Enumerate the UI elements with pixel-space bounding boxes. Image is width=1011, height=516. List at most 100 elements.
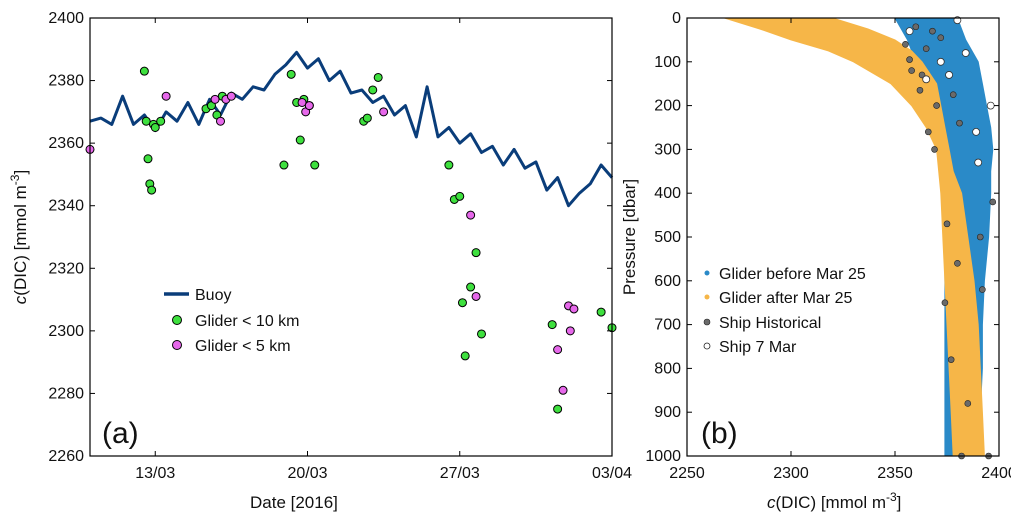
- panel-a-frame: [89, 17, 613, 457]
- panel-b-xlabel-rest: (DIC) [mmol m: [776, 493, 886, 512]
- panel-a-xtick-label: 20/03: [287, 465, 327, 482]
- panel-b-ytick-label: 700: [654, 317, 681, 334]
- ship-historical-point: [922, 45, 930, 52]
- panel-b-xtick-label: 2350: [877, 465, 913, 482]
- panel-a-ylabel-close: ]: [11, 170, 30, 175]
- glider5-point: [216, 116, 225, 126]
- ship-historical-point: [924, 128, 932, 136]
- panel-b-xlabel-sup: -3: [886, 490, 897, 504]
- ship-historical-point: [989, 198, 997, 206]
- ship-historical-point: [916, 86, 924, 94]
- legend-before-swatch: [704, 270, 710, 276]
- glider10-point: [466, 282, 476, 292]
- panel-a-ylabel: c(DIC) [mmol m-3]: [8, 170, 30, 304]
- glider5-point: [569, 304, 579, 314]
- panel-a: 2260 2280 2300 2320 2340 2360 2380 2400 13/03 20/…: [8, 10, 632, 512]
- glider10-point: [295, 135, 305, 145]
- ship-7mar-point: [986, 101, 995, 110]
- glider10-point: [553, 404, 563, 414]
- legend-glider5-swatch: [172, 340, 182, 350]
- ship-historical-point: [956, 119, 963, 127]
- panel-b-plot-content: [724, 16, 997, 460]
- panel-a-xtick-label: 03/04: [592, 465, 632, 482]
- panel-b-ylabel: Pressure [dbar]: [620, 179, 639, 295]
- legend-ship7-label: Ship 7 Mar: [719, 339, 797, 356]
- panel-a-ticks: 2260 2280 2300 2320 2340 2360 2380 2400 13/03 20/…: [48, 10, 632, 482]
- panel-b-ytick-label: 200: [654, 98, 681, 115]
- panel-b-ytick-label: 1000: [645, 448, 681, 465]
- glider5-point: [210, 94, 220, 104]
- ship-historical-point: [902, 40, 909, 48]
- ship-historical-point: [906, 56, 913, 63]
- ship-historical-point: [918, 71, 926, 79]
- glider5-point: [565, 326, 575, 336]
- panel-b-xtick-label: 2300: [773, 465, 809, 482]
- glider5-point: [553, 345, 563, 355]
- ship-historical-point: [908, 67, 915, 74]
- panel-a-ytick-label: 2260: [48, 448, 84, 465]
- panel-b-legend: Glider before Mar 25 Glider after Mar 25…: [703, 266, 866, 356]
- glider5-point: [297, 97, 307, 107]
- legend-after-label: Glider after Mar 25: [719, 290, 852, 307]
- ship-historical-point: [964, 400, 972, 407]
- glider10-point: [457, 298, 467, 308]
- glider10-point: [547, 320, 557, 330]
- ship-7mar-point: [945, 71, 953, 79]
- panel-b-ytick-label: 400: [654, 185, 681, 202]
- panel-a-label: (a): [102, 417, 139, 450]
- legend-shiphist-swatch: [703, 318, 711, 326]
- panel-a-plot-content: [85, 50, 617, 414]
- glider10-point: [141, 116, 151, 126]
- panel-b-xtick-label: 2400: [981, 465, 1011, 482]
- ship-7mar-point: [974, 158, 983, 167]
- ship-7mar-point: [961, 49, 970, 57]
- ship-historical-point: [912, 23, 920, 31]
- panel-b-ytick-label: 0: [672, 10, 681, 27]
- ship-historical-point: [943, 220, 951, 228]
- legend-after-swatch: [704, 294, 710, 300]
- glider10-point: [362, 113, 372, 123]
- panel-a-ytick-label: 2380: [48, 73, 84, 90]
- panel-a-legend: Buoy Glider < 10 km Glider < 5 km: [164, 287, 299, 355]
- ship-historical-point: [976, 233, 984, 241]
- legend-glider10-label: Glider < 10 km: [195, 313, 299, 330]
- glider10-point: [444, 160, 454, 170]
- glider10-point: [596, 307, 606, 317]
- ship-7mar-point: [905, 27, 914, 36]
- legend-before-label: Glider before Mar 25: [719, 266, 866, 283]
- glider5-point: [466, 210, 476, 220]
- panel-b-ytick-label: 800: [654, 360, 681, 377]
- glider10-point: [310, 160, 320, 170]
- panel-a-ytick-label: 2300: [48, 323, 84, 340]
- panel-a-ytick-label: 2400: [48, 10, 84, 27]
- panel-b-xlabel-close: ]: [897, 493, 902, 512]
- glider5-point: [226, 91, 236, 101]
- glider5-point: [558, 385, 568, 395]
- ship-historical-point: [954, 259, 961, 267]
- glider10-point: [471, 248, 481, 258]
- panel-b-ytick-label: 600: [654, 273, 681, 290]
- ship-historical-point: [979, 286, 986, 293]
- panel-a-ylabel-italic: c: [11, 295, 30, 304]
- panel-a-ytick-label: 2360: [48, 135, 84, 152]
- glider10-point: [279, 160, 289, 170]
- panel-b-ytick-label: 300: [654, 141, 681, 158]
- panel-b-xlabel-italic: c: [767, 493, 776, 512]
- panel-b-label: (b): [701, 417, 738, 450]
- glider10-point: [286, 69, 296, 79]
- glider5-point: [471, 291, 481, 301]
- glider10-point: [368, 85, 378, 95]
- legend-buoy-label: Buoy: [195, 287, 231, 304]
- ship-7mar-point: [972, 127, 981, 136]
- glider10-point: [156, 116, 166, 126]
- glider10-point: [143, 154, 153, 164]
- glider10-point: [477, 329, 486, 339]
- panel-b-xlabel: c(DIC) [mmol m-3]: [767, 490, 901, 512]
- ship-7mar-point: [936, 57, 945, 66]
- legend-shiphist-label: Ship Historical: [719, 315, 821, 332]
- legend-glider10-swatch: [172, 315, 182, 325]
- glider5-point: [304, 101, 314, 111]
- glider5-point: [379, 107, 389, 117]
